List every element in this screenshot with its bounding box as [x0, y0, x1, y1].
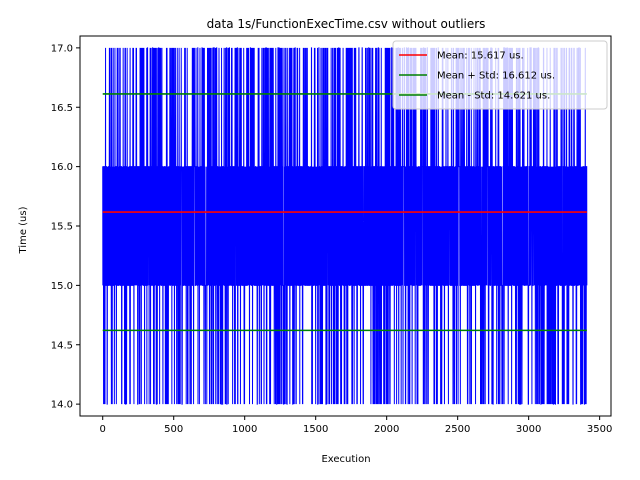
y-tick-label: 15.0	[51, 281, 73, 292]
y-tick-label: 16.0	[51, 162, 73, 173]
x-tick-label: 2000	[374, 424, 399, 435]
x-tick-label: 1500	[303, 424, 328, 435]
axes: 0 500 1000 1500 2000 2500 3000 3500 14.0 14.5 15.0…	[51, 35, 612, 435]
legend-label: Mean: 15.617 us.	[437, 51, 524, 62]
x-tick-label: 500	[164, 424, 183, 435]
x-tick-label: 3000	[516, 424, 541, 435]
legend: Mean: 15.617 us. Mean + Std: 16.612 us. Me…	[392, 40, 608, 110]
y-tick-label: 17.0	[51, 43, 73, 54]
chart-title: data 1s/FunctionExecTime.csv without out…	[207, 17, 486, 31]
x-tick-label: 3500	[587, 424, 612, 435]
x-tick-label: 1000	[232, 424, 257, 435]
y-tick-label: 14.5	[51, 340, 73, 351]
legend-label: Mean + Std: 16.612 us.	[437, 71, 555, 82]
x-tick-label: 2500	[445, 424, 470, 435]
legend-label: Mean - Std: 14.621 us.	[437, 91, 550, 102]
y-axis-label: Time (us)	[18, 206, 29, 254]
legend-box	[392, 40, 608, 110]
x-tick-label: 0	[100, 424, 106, 435]
x-axis-label: Execution	[321, 454, 370, 465]
y-tick-label: 15.5	[51, 222, 73, 233]
y-tick-label: 14.0	[51, 400, 73, 411]
y-tick-label: 16.5	[51, 103, 73, 114]
series-line-raw	[102, 47, 588, 405]
